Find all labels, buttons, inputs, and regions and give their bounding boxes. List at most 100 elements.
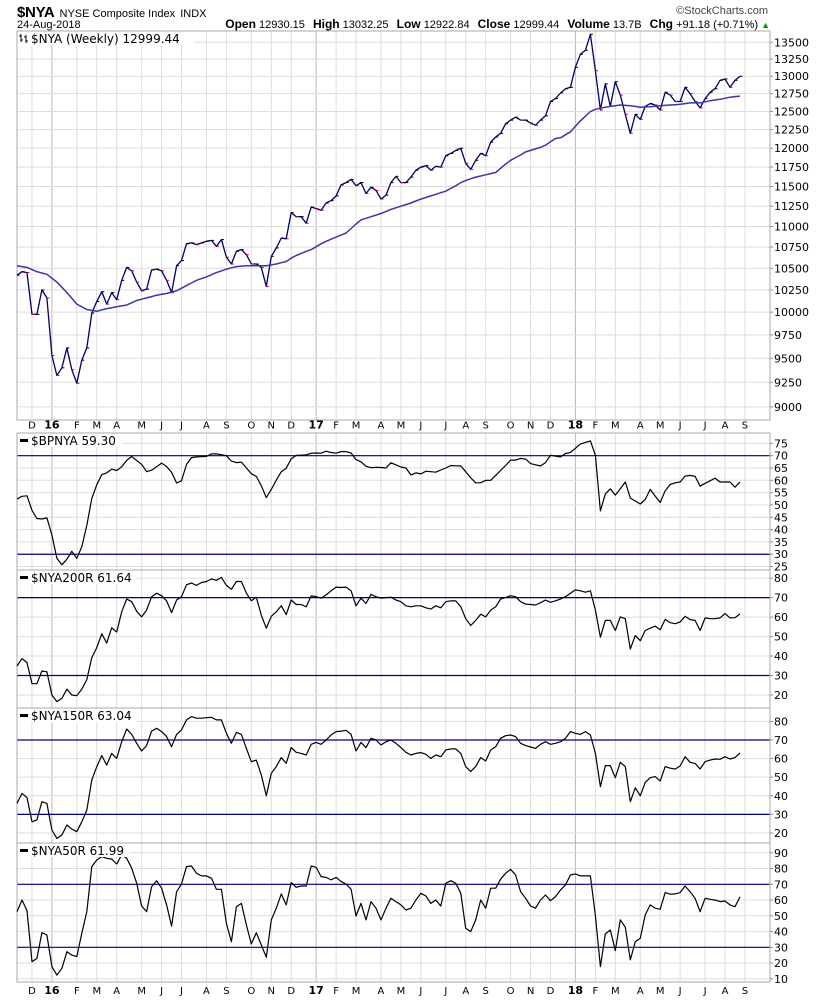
x-tick-label: O <box>247 421 255 432</box>
y-tick-label: 60 <box>774 894 788 907</box>
moving-average-line <box>16 95 741 313</box>
x-tick-label: F <box>74 986 80 997</box>
panel-legend: $NYA200R 61.64 <box>18 571 137 585</box>
open-label: Open <box>225 17 256 31</box>
y-tick-label: 10250 <box>774 284 809 297</box>
ohlc-bars-icon <box>19 34 28 43</box>
y-tick-label: 60 <box>774 611 788 624</box>
x-tick-label: A <box>637 421 644 432</box>
x-tick-label: D <box>547 986 555 997</box>
y-tick-label: 70 <box>774 878 788 891</box>
x-tick-label: F <box>592 986 598 997</box>
x-tick-label: N <box>527 986 534 997</box>
line-swatch-icon <box>20 439 28 442</box>
panel-frame <box>16 30 771 421</box>
x-tick-label: J <box>418 421 422 432</box>
x-tick-label: O <box>247 986 255 997</box>
y-tick-label: 40 <box>774 926 788 939</box>
line-swatch-icon <box>20 576 28 579</box>
x-tick-label: A <box>113 421 120 432</box>
x-tick-label: M <box>137 421 146 432</box>
legend-background <box>18 709 137 722</box>
x-tick-label: A <box>203 986 210 997</box>
y-tick-label: 9500 <box>774 352 802 365</box>
y-tick-label: 70 <box>774 734 788 747</box>
y-tick-label: 50 <box>774 771 788 784</box>
x-tick-label: N <box>268 986 275 997</box>
y-tick-label: 10000 <box>774 306 809 319</box>
x-tick-label: M <box>92 421 101 432</box>
y-tick-label: 40 <box>774 650 788 663</box>
y-tick-label: 12000 <box>774 142 809 155</box>
x-tick-label: J <box>179 421 183 432</box>
x-tick-label: A <box>378 421 385 432</box>
y-tick-label: 70 <box>774 592 788 605</box>
x-tick-label: S <box>223 421 229 432</box>
panel-legend: $NYA (Weekly) 12999.44 <box>18 32 195 46</box>
change-label: Chg <box>649 17 673 31</box>
x-tick-label: 17 <box>309 419 324 432</box>
y-tick-label: 12250 <box>774 124 809 137</box>
y-tick-label: 35 <box>774 536 788 549</box>
y-tick-label: 90 <box>774 847 788 860</box>
x-tick-label: J <box>703 421 707 432</box>
y-tick-label: 40 <box>774 524 788 537</box>
x-tick-label: A <box>378 986 385 997</box>
x-tick-label: J <box>159 421 163 432</box>
x-tick-label: S <box>742 986 748 997</box>
panel-legend-label: $NYA50R 61.99 <box>31 844 124 858</box>
x-tick-label: J <box>179 986 183 997</box>
y-tick-label: 12750 <box>774 88 809 101</box>
y-tick-label: 9750 <box>774 329 802 342</box>
copyright-link[interactable]: ©StockCharts.com <box>676 5 768 17</box>
panel-legend: $NYA150R 63.04 <box>18 709 137 723</box>
x-tick-label: M <box>137 986 146 997</box>
price-close-line <box>16 33 741 384</box>
y-tick-label: 30 <box>774 548 788 561</box>
indicator-line <box>16 854 741 976</box>
line-swatch-icon <box>20 849 28 852</box>
y-tick-label: 50 <box>774 631 788 644</box>
indicator-panel-3: 20 30 40 50 60 70 80 $NYA150R 63.04 <box>16 707 788 844</box>
x-axis-upper: D 16 F M A M J J A S O N D 17 F M A M J J A S O N D 18 F M A M J J A S <box>28 419 748 432</box>
x-tick-label: O <box>507 421 515 432</box>
triangle-up-icon: ▲ <box>761 20 770 30</box>
price-panel: 9000 9250 9500 9750 10000 10250 10500 10750 1100… <box>16 30 809 421</box>
y-tick-label: 10500 <box>774 262 809 275</box>
x-tick-label: M <box>352 421 361 432</box>
y-tick-label: 55 <box>774 487 788 500</box>
y-tick-label: 9250 <box>774 376 802 389</box>
x-tick-label: M <box>352 986 361 997</box>
panel-legend: $BPNYA 59.30 <box>18 434 123 448</box>
change-value: +91.18 (+0.71%) <box>676 19 759 31</box>
y-tick-label: 70 <box>774 450 788 463</box>
x-tick-label: A <box>462 986 469 997</box>
x-tick-label: M <box>611 421 620 432</box>
y-tick-label: 75 <box>774 437 788 450</box>
high-label: High <box>312 17 340 31</box>
y-tick-label: 11500 <box>774 180 809 193</box>
x-tick-label: J <box>418 986 422 997</box>
y-tick-label: 60 <box>774 753 788 766</box>
x-tick-label: 18 <box>568 984 583 997</box>
y-tick-label: 80 <box>774 715 788 728</box>
x-tick-label: M <box>611 986 620 997</box>
indicator-line <box>16 576 741 703</box>
y-tick-label: 20 <box>774 827 788 840</box>
y-tick-label: 30 <box>774 941 788 954</box>
x-tick-label: A <box>462 421 469 432</box>
y-tick-label: 60 <box>774 474 788 487</box>
bar-glyph <box>19 34 28 43</box>
close-value: 12999.44 <box>513 19 560 31</box>
y-tick-label: 80 <box>774 572 788 585</box>
x-tick-label: N <box>268 421 275 432</box>
indicator-panel-2: 20 30 40 50 60 70 80 $NYA200R 61.64 <box>16 569 788 709</box>
x-tick-label: J <box>678 421 682 432</box>
x-tick-label: 16 <box>44 419 60 432</box>
symbol: $NYA <box>17 4 55 21</box>
x-tick-label: S <box>483 421 489 432</box>
y-tick-label: 11250 <box>774 200 809 213</box>
volume-value: 13.7B <box>612 19 642 31</box>
